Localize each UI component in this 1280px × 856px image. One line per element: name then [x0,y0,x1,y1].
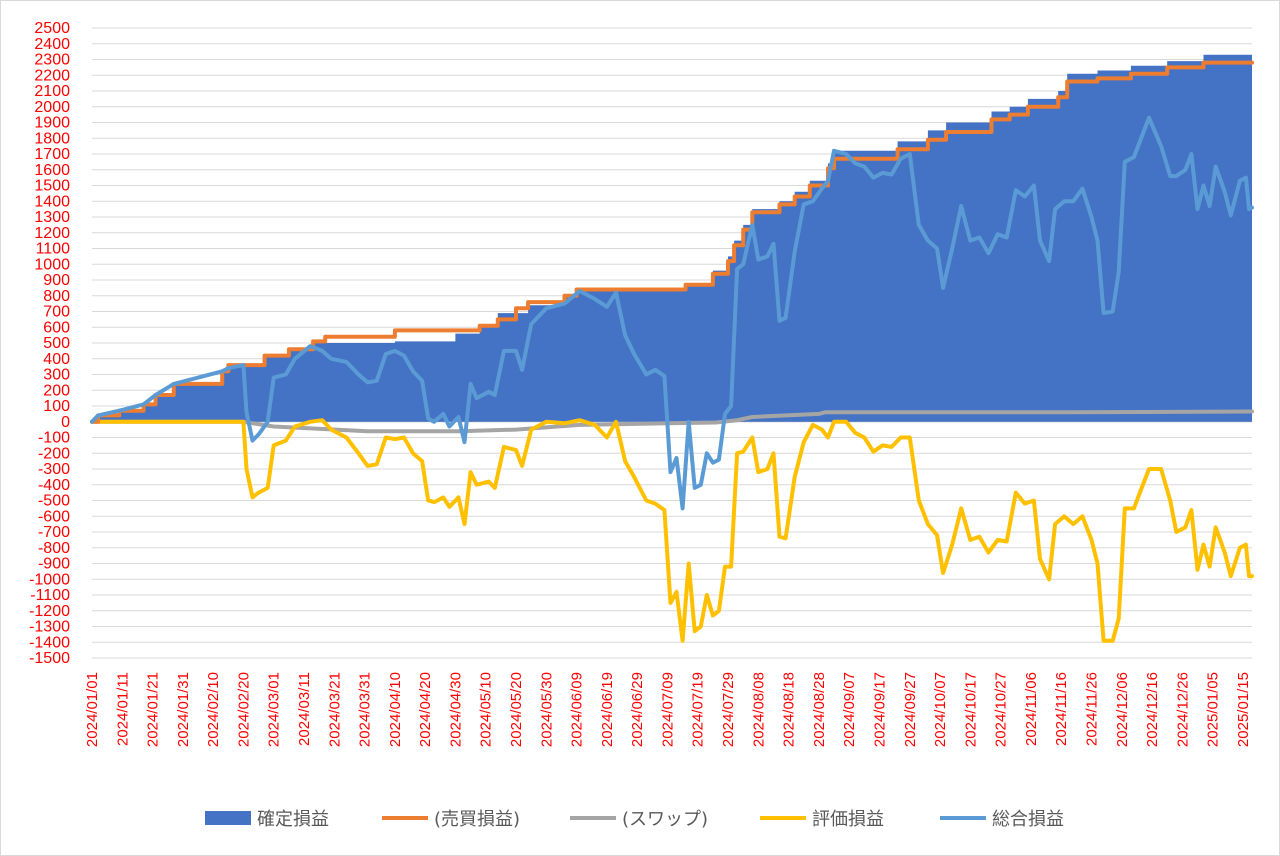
y-tick-label: 1100 [36,241,71,258]
y-tick-label: 300 [43,367,70,384]
x-tick-label: 2024/12/16 [1144,672,1161,747]
y-tick-label: -700 [38,524,70,541]
y-tick-label: 400 [43,351,70,368]
y-tick-label: -1000 [29,571,70,588]
y-tick-label: 2200 [34,67,70,84]
x-tick-label: 2024/06/19 [599,672,616,747]
x-tick-label: 2024/03/21 [326,672,343,747]
legend: 確定損益 (売買損益) (スワップ) 評価損益 総合損益 [205,809,1064,830]
x-tick-label: 2024/06/09 [569,672,586,747]
series-line-4 [90,115,1254,511]
y-tick-label: -600 [38,508,70,525]
x-tick-label: 2024/04/30 [447,672,464,747]
x-tick-label: 2024/06/29 [629,672,646,747]
y-tick-label: 1500 [34,178,70,195]
y-tick-label: 2500 [34,20,70,37]
x-tick-label: 2024/10/07 [932,672,949,747]
legend-label-0: 確定損益 [257,809,329,830]
series-area-0 [92,54,1252,422]
y-tick-label: 700 [43,304,70,321]
series-line-3 [90,418,1254,643]
legend-swatch-0 [205,811,251,825]
x-tick-label: 2025/01/15 [1235,672,1252,747]
y-tick-label: 1600 [34,162,70,179]
y-tick-label: 2000 [34,99,70,116]
x-tick-label: 2024/05/30 [538,672,555,747]
legend-label-3: 評価損益 [812,809,884,830]
y-tick-label: 1800 [34,130,70,147]
x-tick-label: 2024/04/10 [387,672,404,747]
y-tick-label: -800 [38,540,70,557]
y-tick-label: 200 [43,382,70,399]
x-tick-label: 2024/08/18 [781,672,798,747]
y-tick-label: 500 [43,335,70,352]
x-tick-label: 2024/05/10 [478,672,495,747]
y-tick-label: -200 [38,445,70,462]
y-tick-label: 800 [43,288,70,305]
x-tick-label: 2024/11/06 [1023,672,1040,746]
x-tick-label: 2024/03/01 [266,672,283,747]
y-tick-label: 0 [61,414,70,431]
x-tick-label: 2024/01/21 [145,672,162,747]
y-tick-label: -1100 [30,587,70,604]
x-tick-label: 2024/01/01 [84,672,101,747]
x-tick-label: 2024/02/20 [235,672,252,747]
y-tick-label: -400 [38,477,70,494]
y-tick-label: 1300 [34,209,70,226]
y-tick-label: 1000 [34,256,70,273]
x-tick-label: 2024/07/19 [690,672,707,747]
x-tick-label: 2024/09/17 [871,672,888,747]
y-tick-label: 900 [43,272,70,289]
legend-label-1: (売買損益) [434,809,520,830]
x-tick-label: 2024/12/06 [1114,672,1131,747]
y-tick-label: 1400 [34,193,70,210]
y-tick-label: -1200 [29,603,70,620]
y-tick-label: -1500 [29,650,70,667]
x-tick-label: 2024/03/11 [296,672,313,746]
y-tick-label: 600 [43,319,70,336]
x-tick-label: 2024/07/09 [659,672,676,747]
y-tick-label: 100 [43,398,70,415]
x-tick-label: 2024/02/10 [205,672,222,747]
y-tick-label: -100 [38,430,70,447]
x-tick-label: 2024/08/28 [811,672,828,747]
y-tick-label: 2400 [34,36,70,53]
line-series-layer [90,60,1254,643]
x-tick-label: 2024/05/20 [508,672,525,747]
legend-label-2: (スワップ) [622,809,708,830]
y-tick-label: -1300 [29,619,70,636]
y-axis-tick-labels: -1500-1400-1300-1200-1100-1000-900-800-7… [29,20,70,667]
y-tick-label: -900 [38,556,70,573]
x-tick-label: 2024/03/31 [357,672,374,747]
x-tick-label: 2024/12/26 [1174,672,1191,747]
x-tick-label: 2024/07/29 [720,672,737,747]
x-tick-label: 2024/09/07 [841,672,858,747]
series-line-1 [90,60,1254,424]
x-tick-label: 2024/01/31 [175,672,192,747]
y-tick-label: 1900 [34,115,70,132]
y-tick-label: -500 [38,493,70,510]
x-axis-tick-labels: 2024/01/01 2024/01/11 2024/01/21 2024/01/31… [84,672,1252,747]
x-tick-label: 2024/08/08 [750,672,767,747]
x-tick-label: 2024/09/27 [902,672,919,747]
x-tick-label: 2024/04/20 [417,672,434,747]
area-series-layer [92,54,1252,422]
x-tick-label: 2024/11/16 [1053,672,1070,746]
y-tick-label: -1400 [29,634,70,651]
x-tick-label: 2024/10/17 [962,672,979,747]
x-tick-label: 2024/11/26 [1083,672,1100,746]
y-tick-label: 1200 [34,225,70,242]
x-tick-label: 2025/01/05 [1205,672,1222,747]
y-tick-label: -300 [38,461,70,478]
y-tick-label: 1700 [34,146,70,163]
x-tick-label: 2024/10/27 [993,672,1010,747]
y-tick-label: 2100 [34,83,70,100]
x-tick-label: 2024/01/11 [114,672,131,746]
legend-label-4: 総合損益 [992,809,1064,830]
y-tick-label: 2300 [34,52,70,69]
